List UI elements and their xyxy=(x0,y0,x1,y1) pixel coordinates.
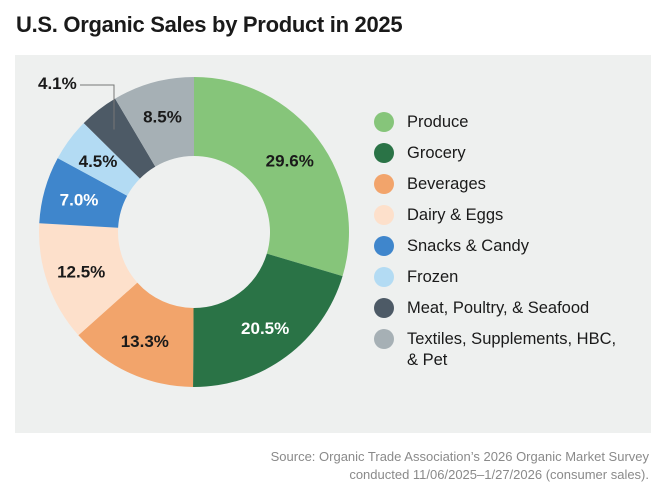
slice-textiles-supplements-hbc-pet xyxy=(115,77,194,167)
legend-item: Produce xyxy=(374,112,627,133)
data-label: 8.5% xyxy=(143,108,182,127)
data-label: 13.3% xyxy=(121,332,169,351)
legend-label: Meat, Poultry, & Seafood xyxy=(407,299,590,317)
legend-swatch-icon xyxy=(374,329,394,349)
legend-swatch-icon xyxy=(374,236,394,256)
legend: Produce Grocery Beverages Dairy & Eggs Snack… xyxy=(374,112,627,381)
legend-label: Beverages xyxy=(407,175,486,193)
legend-item: Textiles, Supplements, HBC, & Pet xyxy=(374,329,627,371)
data-label: 7.0% xyxy=(60,190,99,209)
legend-item: Meat, Poultry, & Seafood xyxy=(374,298,627,319)
legend-item: Grocery xyxy=(374,143,627,164)
data-label: 20.5% xyxy=(241,319,289,338)
slice-beverages xyxy=(78,282,194,387)
legend-swatch-icon xyxy=(374,267,394,287)
legend-swatch-icon xyxy=(374,174,394,194)
slice-frozen xyxy=(57,123,140,196)
data-label: 29.6% xyxy=(266,152,314,171)
legend-label: Produce xyxy=(407,113,469,131)
legend-swatch-icon xyxy=(374,205,394,225)
legend-label: Textiles, Supplements, HBC, & Pet xyxy=(407,330,617,369)
slice-meat-poultry-seafood xyxy=(83,98,156,179)
data-label: 12.5% xyxy=(57,262,105,281)
leader-line xyxy=(80,84,115,130)
legend-swatch-icon xyxy=(374,298,394,318)
legend-label: Grocery xyxy=(407,144,466,162)
legend-item: Snacks & Candy xyxy=(374,236,627,257)
data-label: 4.1% xyxy=(38,74,77,93)
slice-produce xyxy=(194,77,350,277)
source-line-1: Source: Organic Trade Association’s 2026… xyxy=(270,449,649,464)
legend-swatch-icon xyxy=(374,112,394,132)
slice-grocery xyxy=(193,253,343,387)
slice-dairy-eggs xyxy=(39,223,138,336)
legend-swatch-icon xyxy=(374,143,394,163)
legend-label: Frozen xyxy=(407,268,459,286)
source-line-2: conducted 11/06/2025–1/27/2026 (consumer… xyxy=(349,467,649,482)
slice-snacks-candy xyxy=(39,158,128,228)
legend-label: Snacks & Candy xyxy=(407,237,529,255)
data-label: 4.5% xyxy=(79,152,118,171)
legend-item: Beverages xyxy=(374,174,627,195)
chart-title: U.S. Organic Sales by Product in 2025 xyxy=(16,12,403,37)
source-note: Source: Organic Trade Association’s 2026… xyxy=(271,448,649,484)
legend-item: Dairy & Eggs xyxy=(374,205,627,226)
legend-label: Dairy & Eggs xyxy=(407,206,504,224)
legend-item: Frozen xyxy=(374,267,627,288)
